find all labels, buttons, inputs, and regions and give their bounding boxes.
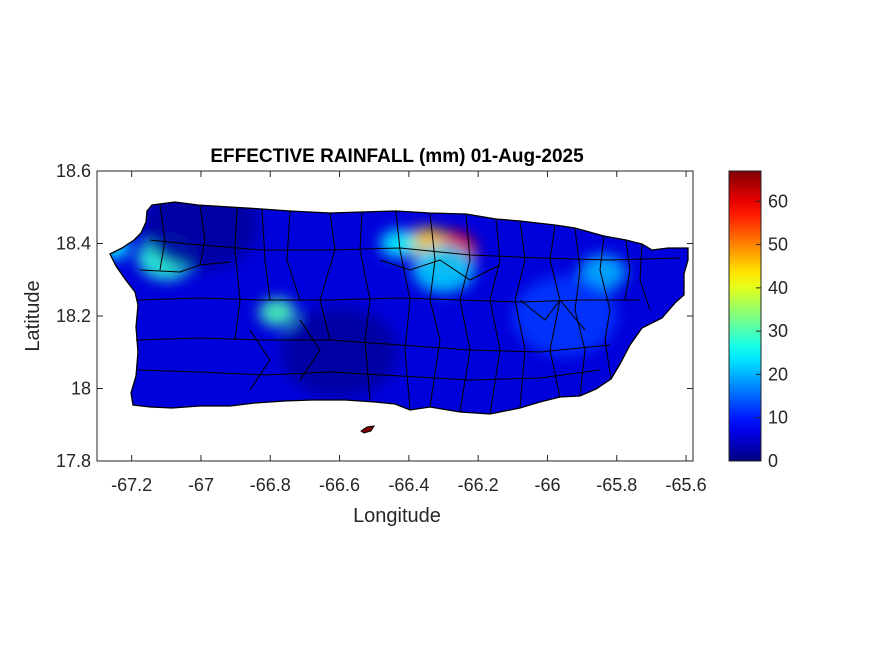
rainfall-hotspot [380,229,417,258]
municipal-boundary [234,207,241,341]
municipal-boundary [359,211,371,401]
colorbar-tick-label: 60 [768,191,788,211]
chart-title: EFFECTIVE RAINFALL (mm) 01-Aug-2025 [210,146,584,167]
x-tick-label: -66 [534,475,560,495]
municipal-boundary [395,210,411,411]
colorbar-tick-label: 40 [768,278,788,298]
x-axis-ticks: -67.2 -67 -66.8 -66.6 -66.4 -66.2 -66 -65.8 -65.… [111,171,707,495]
municipal-boundaries [135,204,681,415]
x-tick-label: -67 [188,475,214,495]
y-tick-label: 18.2 [56,306,91,326]
x-tick-label: -66.8 [250,475,291,495]
municipal-boundary [261,208,271,301]
municipal-boundary [599,235,612,380]
municipal-boundary [135,337,611,353]
x-tick-label: -67.2 [111,475,152,495]
y-tick-label: 17.8 [56,451,91,471]
colorbar-gradient [728,170,762,462]
municipal-boundary [286,210,301,301]
municipal-boundary [137,369,601,381]
municipal-boundary [249,329,271,391]
municipal-boundary [639,243,651,311]
colorbar-tick-label: 50 [768,235,788,255]
y-tick-label: 18.4 [56,234,91,254]
municipal-boundary [514,220,526,409]
x-tick-label: -65.8 [596,475,637,495]
municipal-boundary [574,227,586,397]
colorbar-tick-label: 30 [768,321,788,341]
rainfall-hotspot [258,298,296,327]
colorbar-tick-label: 20 [768,364,788,384]
municipal-boundary [519,299,586,331]
x-tick-label: -66.2 [458,475,499,495]
municipal-boundary [429,212,441,408]
colorbar: 0 10 20 30 40 50 60 [728,170,788,471]
rainfall-hotspot [579,254,627,291]
colorbar-ticks: 0 10 20 30 40 50 60 [756,191,788,471]
colorbar-tick-label: 10 [768,408,788,428]
colorbar-tick-label: 0 [768,451,778,471]
municipal-boundary [319,212,336,341]
x-tick-label: -65.6 [666,475,707,495]
municipal-boundary [149,239,681,261]
y-tick-label: 18.6 [56,161,91,181]
island-vieques-area-fragment [360,425,375,434]
municipal-boundary [299,319,321,381]
rainfall-hotspot [281,307,399,398]
municipal-boundary [489,218,501,415]
coastline [109,201,689,415]
y-axis-ticks: 17.8 18 18.2 18.4 18.6 [56,161,693,471]
rainfall-map [109,201,689,434]
rainfall-hotspot [512,276,617,356]
y-axis-label: Latitude [22,280,44,351]
rainfall-hotspot [412,244,475,293]
x-tick-label: -66.6 [319,475,360,495]
municipal-boundary [199,204,206,266]
y-tick-label: 18 [71,379,91,399]
municipal-boundary [139,261,231,273]
municipal-boundary [624,239,631,301]
x-tick-label: -66.4 [388,475,429,495]
x-axis-label: Longitude [353,505,441,527]
municipal-boundary [379,259,501,281]
municipal-boundary [159,204,166,271]
